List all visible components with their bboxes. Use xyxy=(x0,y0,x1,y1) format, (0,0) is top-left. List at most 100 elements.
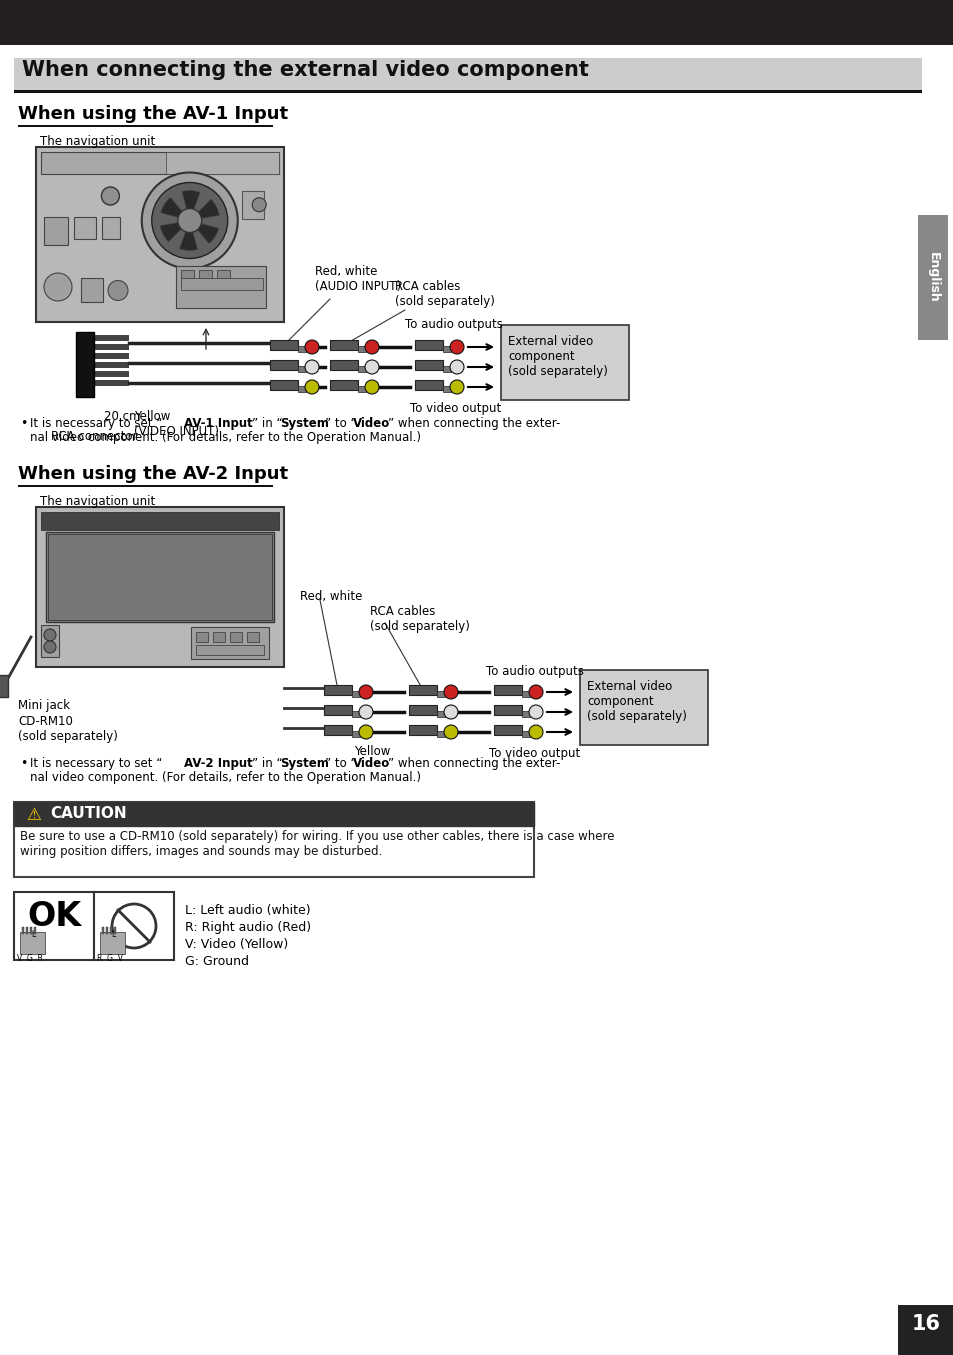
Circle shape xyxy=(305,379,318,394)
Text: It is necessary to set “: It is necessary to set “ xyxy=(30,757,162,770)
Bar xyxy=(415,340,442,350)
Bar xyxy=(357,386,366,392)
Text: To audio outputs: To audio outputs xyxy=(405,318,502,331)
Bar xyxy=(917,215,947,340)
Circle shape xyxy=(177,209,201,233)
Bar xyxy=(36,146,284,322)
Bar xyxy=(270,360,297,370)
Bar xyxy=(415,379,442,390)
Text: ⚠: ⚠ xyxy=(26,806,41,824)
Bar xyxy=(216,270,230,279)
Bar xyxy=(330,360,357,370)
Text: Mini jack: Mini jack xyxy=(18,699,70,711)
Bar xyxy=(14,58,921,92)
Text: System: System xyxy=(280,757,329,770)
Text: When connecting the external video component: When connecting the external video compo… xyxy=(22,60,588,80)
Bar xyxy=(436,711,444,717)
Circle shape xyxy=(365,360,378,374)
Bar xyxy=(41,625,59,657)
Bar xyxy=(521,711,530,717)
Wedge shape xyxy=(161,198,190,221)
Bar xyxy=(181,270,193,279)
Bar xyxy=(436,730,444,737)
Bar xyxy=(330,379,357,390)
Bar xyxy=(18,485,273,486)
Wedge shape xyxy=(182,191,200,221)
Text: CD-RM10
(sold separately): CD-RM10 (sold separately) xyxy=(18,715,118,743)
Bar xyxy=(352,730,359,737)
Text: RCA connector: RCA connector xyxy=(51,430,137,443)
Bar xyxy=(494,725,521,734)
Bar xyxy=(191,627,269,659)
Bar xyxy=(44,217,68,245)
Bar xyxy=(48,534,272,621)
Bar xyxy=(357,346,366,352)
Bar xyxy=(94,362,129,369)
Bar xyxy=(41,512,278,530)
Wedge shape xyxy=(160,221,190,241)
Text: To video output: To video output xyxy=(489,747,579,760)
Bar xyxy=(213,631,225,642)
Bar xyxy=(330,340,357,350)
Text: The navigation unit: The navigation unit xyxy=(40,136,155,148)
Bar xyxy=(181,278,263,290)
Text: When using the AV-2 Input: When using the AV-2 Input xyxy=(18,465,288,482)
Bar xyxy=(175,266,266,308)
Text: Video: Video xyxy=(353,757,390,770)
Bar xyxy=(579,669,707,745)
Bar xyxy=(94,344,129,350)
Bar xyxy=(0,675,8,696)
Circle shape xyxy=(44,272,71,301)
Bar xyxy=(30,927,32,934)
Bar xyxy=(297,366,306,373)
Text: To video output: To video output xyxy=(410,402,500,415)
Text: OK: OK xyxy=(27,900,81,934)
Bar xyxy=(297,386,306,392)
Bar xyxy=(521,730,530,737)
Text: 20 cm: 20 cm xyxy=(104,411,140,423)
Bar xyxy=(297,346,306,352)
Text: Red, white: Red, white xyxy=(299,589,362,603)
Bar xyxy=(324,705,352,715)
Bar xyxy=(270,340,297,350)
Text: The navigation unit: The navigation unit xyxy=(40,495,155,508)
Text: •: • xyxy=(20,417,28,430)
Bar xyxy=(494,686,521,695)
Bar xyxy=(324,725,352,734)
Text: It is necessary to set “: It is necessary to set “ xyxy=(30,417,162,430)
Bar xyxy=(46,533,274,622)
Circle shape xyxy=(108,280,128,301)
Bar xyxy=(247,631,258,642)
Bar xyxy=(270,379,297,390)
Text: 16: 16 xyxy=(910,1314,940,1335)
Bar xyxy=(352,711,359,717)
Text: External video
component
(sold separately): External video component (sold separatel… xyxy=(586,680,686,724)
Bar xyxy=(242,191,264,218)
Circle shape xyxy=(44,641,56,653)
Circle shape xyxy=(529,725,542,738)
Text: nal video component. (For details, refer to the Operation Manual.): nal video component. (For details, refer… xyxy=(30,431,420,444)
Bar xyxy=(521,691,530,696)
Bar xyxy=(94,371,129,377)
Wedge shape xyxy=(179,221,197,251)
Text: ” to “: ” to “ xyxy=(325,417,356,430)
Bar xyxy=(195,645,264,654)
Circle shape xyxy=(365,340,378,354)
Text: ” in “: ” in “ xyxy=(252,757,282,770)
Bar xyxy=(500,325,628,400)
Bar xyxy=(195,631,208,642)
Bar xyxy=(415,360,442,370)
Circle shape xyxy=(152,183,228,259)
Circle shape xyxy=(44,629,56,641)
Circle shape xyxy=(450,360,463,374)
Bar xyxy=(74,217,96,238)
Circle shape xyxy=(101,187,119,205)
Bar xyxy=(36,507,284,667)
Text: Be sure to use a CD-RM10 (sold separately) for wiring. If you use other cables, : Be sure to use a CD-RM10 (sold separatel… xyxy=(20,831,614,858)
Text: R  G  V: R G V xyxy=(97,954,123,963)
Bar xyxy=(94,379,129,386)
Text: G: Ground: G: Ground xyxy=(185,955,249,967)
Text: R: Right audio (Red): R: Right audio (Red) xyxy=(185,921,311,934)
Circle shape xyxy=(450,340,463,354)
Text: External video
component
(sold separately): External video component (sold separatel… xyxy=(507,335,607,378)
